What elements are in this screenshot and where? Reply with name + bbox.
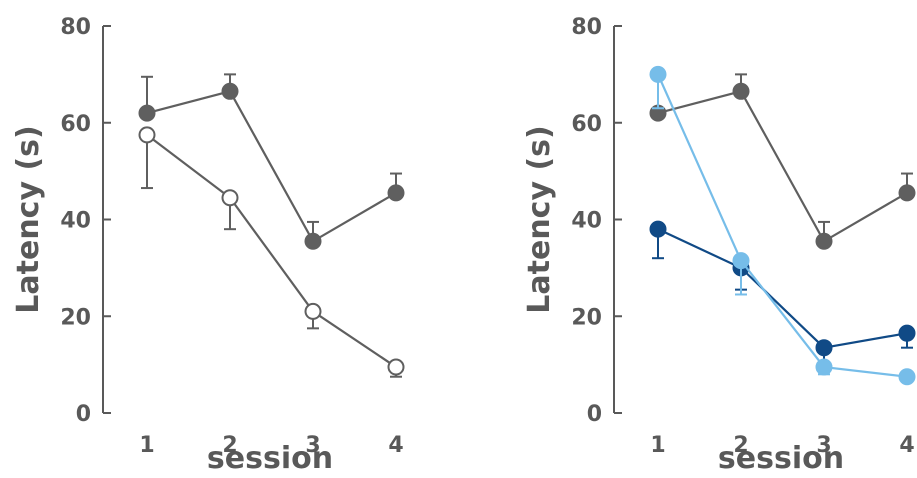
x-tick-label: 1 [650,433,665,458]
data-point [898,324,916,342]
x-tick-label: 2 [733,433,748,458]
data-point [138,126,156,144]
data-point [815,358,833,376]
data-point [815,339,833,357]
x-tick-label: 2 [222,433,237,458]
y-tick-label: 60 [571,112,602,137]
data-point [898,368,916,386]
data-point [649,220,667,238]
data-point [304,302,322,320]
y-tick-label: 20 [60,305,91,330]
data-point [387,184,405,202]
series-line [146,90,397,243]
series-0 [138,73,405,250]
series-line [657,90,908,243]
x-tick-label: 1 [139,433,154,458]
data-point [138,104,156,122]
series-1 [649,220,916,364]
x-tick-label: 3 [816,433,831,458]
x-axis-title: session [207,441,333,473]
series-2 [649,65,916,386]
y-axis-title: Latency (s) [522,125,557,313]
y-tick-label: 80 [60,15,91,40]
data-point [221,189,239,207]
series-line [146,133,397,368]
series-line [656,73,908,378]
data-point [304,232,322,250]
y-tick-label: 20 [571,305,602,330]
x-tick-label: 3 [305,433,320,458]
left-panel: 0 20 40 60 80 1 2 3 4 session Latency (s) [11,15,405,476]
data-point [649,65,667,83]
y-tick-label: 80 [571,15,602,40]
y-tick-label: 40 [571,209,602,234]
data-point [732,252,750,270]
series-line [657,228,908,349]
right-panel: 0 20 40 60 80 1 2 3 4 session Latency (s) [522,15,916,476]
x-tick-label: 4 [899,433,914,458]
series-0 [649,73,916,250]
data-point [732,82,750,100]
y-tick-label: 0 [76,402,91,427]
data-point [815,232,833,250]
series-1 [138,126,405,378]
y-tick-label: 60 [60,112,91,137]
data-point [898,184,916,202]
y-tick-label: 0 [587,402,602,427]
data-point [221,82,239,100]
x-tick-label: 4 [388,433,403,458]
x-axis-title: session [718,441,844,473]
y-tick-label: 40 [60,209,91,234]
data-point [387,358,405,376]
y-axis-title: Latency (s) [11,125,46,313]
